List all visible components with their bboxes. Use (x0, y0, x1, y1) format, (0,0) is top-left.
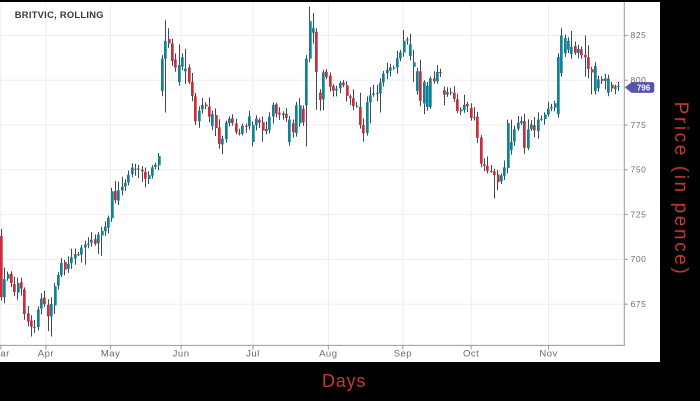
svg-text:775: 775 (631, 120, 647, 130)
svg-text:Aug: Aug (319, 349, 337, 360)
svg-text:Apr: Apr (38, 349, 54, 360)
svg-text:May: May (101, 349, 120, 360)
svg-text:Sep: Sep (394, 349, 412, 360)
svg-text:Oct: Oct (463, 349, 479, 360)
svg-text:Mar: Mar (0, 349, 10, 360)
svg-text:675: 675 (631, 299, 647, 309)
svg-text:Jul: Jul (246, 349, 260, 360)
svg-text:825: 825 (631, 30, 647, 40)
svg-text:BRITVIC, ROLLING: BRITVIC, ROLLING (15, 10, 104, 20)
svg-text:700: 700 (631, 254, 647, 264)
svg-text:Nov: Nov (539, 349, 557, 360)
svg-text:Jun: Jun (173, 349, 190, 360)
svg-text:796: 796 (637, 83, 651, 92)
svg-text:725: 725 (631, 209, 647, 219)
svg-text:800: 800 (631, 75, 647, 85)
svg-text:750: 750 (631, 165, 647, 175)
